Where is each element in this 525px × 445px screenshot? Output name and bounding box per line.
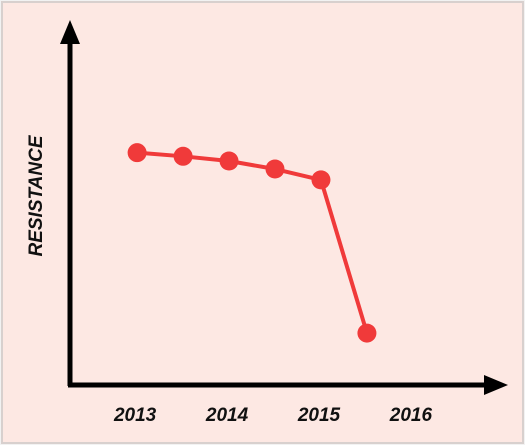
x-tick-label: 2014 — [205, 405, 249, 426]
x-tick-label: 2016 — [389, 405, 433, 426]
x-tick-label: 2015 — [297, 405, 341, 426]
data-point — [219, 151, 239, 171]
data-point — [265, 159, 285, 179]
data-point — [357, 323, 377, 343]
x-axis-arrow — [484, 375, 508, 395]
data-point — [311, 170, 331, 190]
data-point — [127, 143, 147, 163]
y-axis-label: RESISTANCE — [26, 134, 47, 256]
y-axis-arrow — [60, 20, 80, 44]
data-point — [173, 146, 193, 166]
x-tick-label: 2013 — [113, 405, 157, 426]
